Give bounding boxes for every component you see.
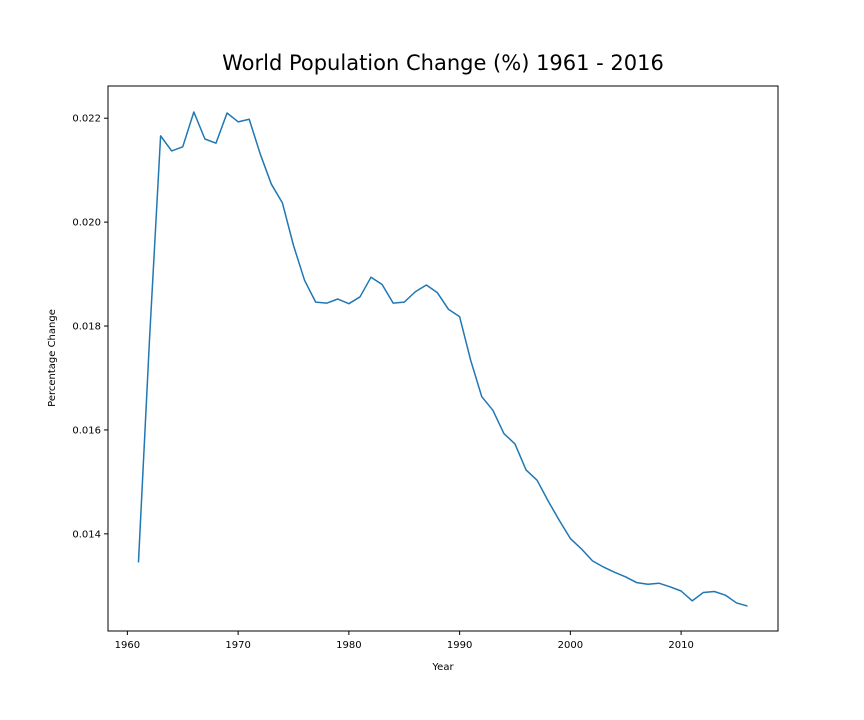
- x-tick-label: 1980: [336, 640, 361, 651]
- y-tick-label: 0.016: [72, 425, 101, 436]
- y-axis-label: Percentage Change: [47, 309, 58, 407]
- x-axis: 1960 1970 1980 1990 2000 2010: [115, 631, 694, 651]
- y-tick-label: 0.014: [72, 529, 101, 540]
- y-tick-label: 0.022: [72, 114, 101, 125]
- y-tick-label: 0.018: [72, 322, 101, 333]
- x-tick-label: 2000: [558, 640, 583, 651]
- x-axis-label: Year: [431, 662, 454, 673]
- x-tick-label: 1970: [225, 640, 250, 651]
- series-line-0: [137, 111, 748, 607]
- y-axis: 0.014 0.016 0.018 0.020 0.022: [72, 114, 108, 540]
- x-tick-label: 1990: [447, 640, 472, 651]
- y-tick-label: 0.020: [72, 218, 101, 229]
- chart-title: World Population Change (%) 1961 - 2016: [222, 51, 664, 75]
- x-tick-label: 2010: [668, 640, 693, 651]
- plot-frame: [107, 85, 779, 632]
- x-tick-label: 1960: [115, 640, 140, 651]
- plot-area: [137, 111, 748, 607]
